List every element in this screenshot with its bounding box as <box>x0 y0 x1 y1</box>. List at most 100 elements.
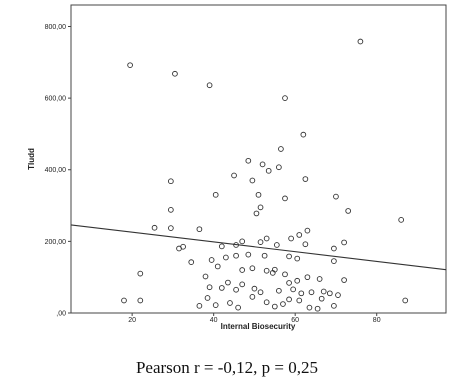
data-point <box>172 70 178 77</box>
x-tick-label: 80 <box>373 317 381 324</box>
data-point <box>271 266 278 273</box>
data-point <box>286 280 292 286</box>
data-point <box>314 305 321 312</box>
data-point <box>168 207 174 213</box>
data-point <box>188 259 195 265</box>
data-point <box>306 304 313 311</box>
x-tick-label: 60 <box>291 317 299 324</box>
data-point <box>288 235 294 242</box>
x-axis-title: Internal Biosecurity <box>221 322 296 331</box>
data-point <box>357 38 364 45</box>
data-point <box>202 273 209 280</box>
data-point <box>206 82 213 89</box>
data-point <box>208 257 215 263</box>
data-point <box>331 258 337 264</box>
data-point <box>257 204 264 211</box>
data-point <box>308 289 315 296</box>
data-point <box>286 253 292 260</box>
data-point <box>257 239 264 245</box>
data-point <box>282 95 288 101</box>
data-point <box>196 226 203 233</box>
data-point <box>300 131 307 138</box>
data-point <box>259 161 266 168</box>
data-point <box>235 304 241 311</box>
data-point <box>302 241 309 248</box>
data-point <box>212 191 219 198</box>
data-point <box>341 277 347 283</box>
data-point <box>282 271 288 278</box>
data-point <box>265 167 272 174</box>
data-point <box>214 263 221 270</box>
data-point <box>335 292 341 298</box>
data-point <box>168 225 174 231</box>
data-point <box>331 302 337 309</box>
data-point <box>263 299 270 306</box>
data-point <box>276 164 282 171</box>
data-point <box>127 62 133 69</box>
data-point <box>318 295 325 302</box>
data-point <box>137 270 144 277</box>
y-tick-label: 400,00 <box>45 167 67 174</box>
data-point <box>304 227 311 234</box>
data-point <box>249 294 256 300</box>
data-point <box>206 284 213 291</box>
data-point <box>294 255 301 262</box>
data-point <box>233 242 239 248</box>
fit-line <box>70 224 447 271</box>
data-point <box>282 195 288 202</box>
data-point <box>263 267 270 274</box>
data-point <box>290 286 296 293</box>
data-point <box>196 302 203 309</box>
data-point <box>333 193 339 200</box>
data-point <box>180 243 186 250</box>
data-point <box>231 172 237 179</box>
data-point <box>121 297 127 304</box>
data-point <box>151 224 158 231</box>
data-point <box>280 301 286 307</box>
data-point <box>402 297 409 304</box>
data-point <box>239 267 246 273</box>
data-point <box>296 297 303 304</box>
y-axis-title: TIudd <box>27 148 36 170</box>
y-tick-label: 200,00 <box>45 239 67 246</box>
data-point <box>263 235 270 242</box>
data-point <box>212 302 219 308</box>
data-point <box>294 277 301 284</box>
data-point <box>249 265 256 272</box>
x-tick-label: 20 <box>128 317 136 324</box>
data-point <box>233 286 239 293</box>
data-point <box>137 297 144 304</box>
y-tick-label: 800,00 <box>45 24 67 31</box>
data-point <box>204 295 211 301</box>
data-point <box>345 208 352 214</box>
data-point <box>255 191 262 198</box>
data-point <box>296 232 303 238</box>
data-point <box>233 252 239 259</box>
data-point <box>223 254 229 261</box>
data-point <box>239 238 246 245</box>
data-point <box>245 251 252 258</box>
data-point <box>286 296 292 303</box>
data-point <box>239 281 246 288</box>
data-point <box>298 290 305 297</box>
data-point <box>304 274 311 281</box>
pearson-caption: Pearson r = -0,12, p = 0,25 <box>135 358 319 377</box>
data-point <box>278 146 284 152</box>
data-point <box>257 289 264 296</box>
data-point <box>227 300 233 306</box>
data-point <box>271 303 278 310</box>
data-point <box>316 276 323 282</box>
data-point <box>341 239 347 246</box>
data-point <box>168 178 174 185</box>
y-tick-label: 600,00 <box>45 96 67 103</box>
data-point <box>326 290 333 297</box>
data-point <box>253 210 260 217</box>
data-point <box>320 288 327 295</box>
data-point <box>251 285 258 292</box>
data-point <box>276 287 282 294</box>
y-tick-label: ,00 <box>56 311 66 318</box>
data-point <box>331 245 337 252</box>
data-point <box>245 157 252 164</box>
data-point <box>261 252 268 259</box>
